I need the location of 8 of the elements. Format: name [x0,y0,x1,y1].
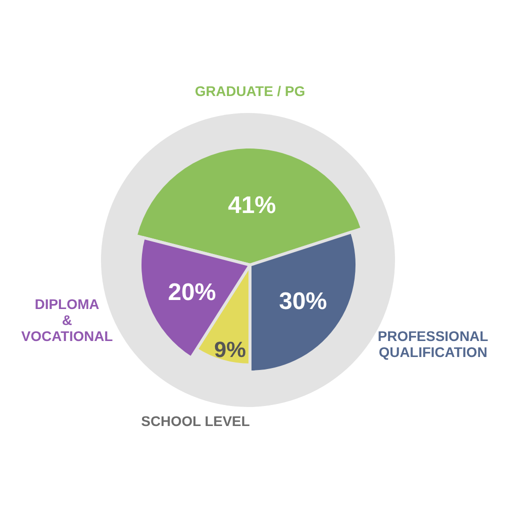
slice-label: SCHOOL LEVEL [141,413,250,429]
data-label: 9% [214,337,246,362]
slice-label: PROFESSIONAL QUALIFICATION [378,328,489,360]
slice-label: GRADUATE / PG [194,83,306,99]
data-label: 20% [168,279,216,306]
slice-label: DIPLOMA & VOCATIONAL [21,296,114,344]
data-label: 30% [278,288,328,315]
data-label: 41% [228,192,276,219]
